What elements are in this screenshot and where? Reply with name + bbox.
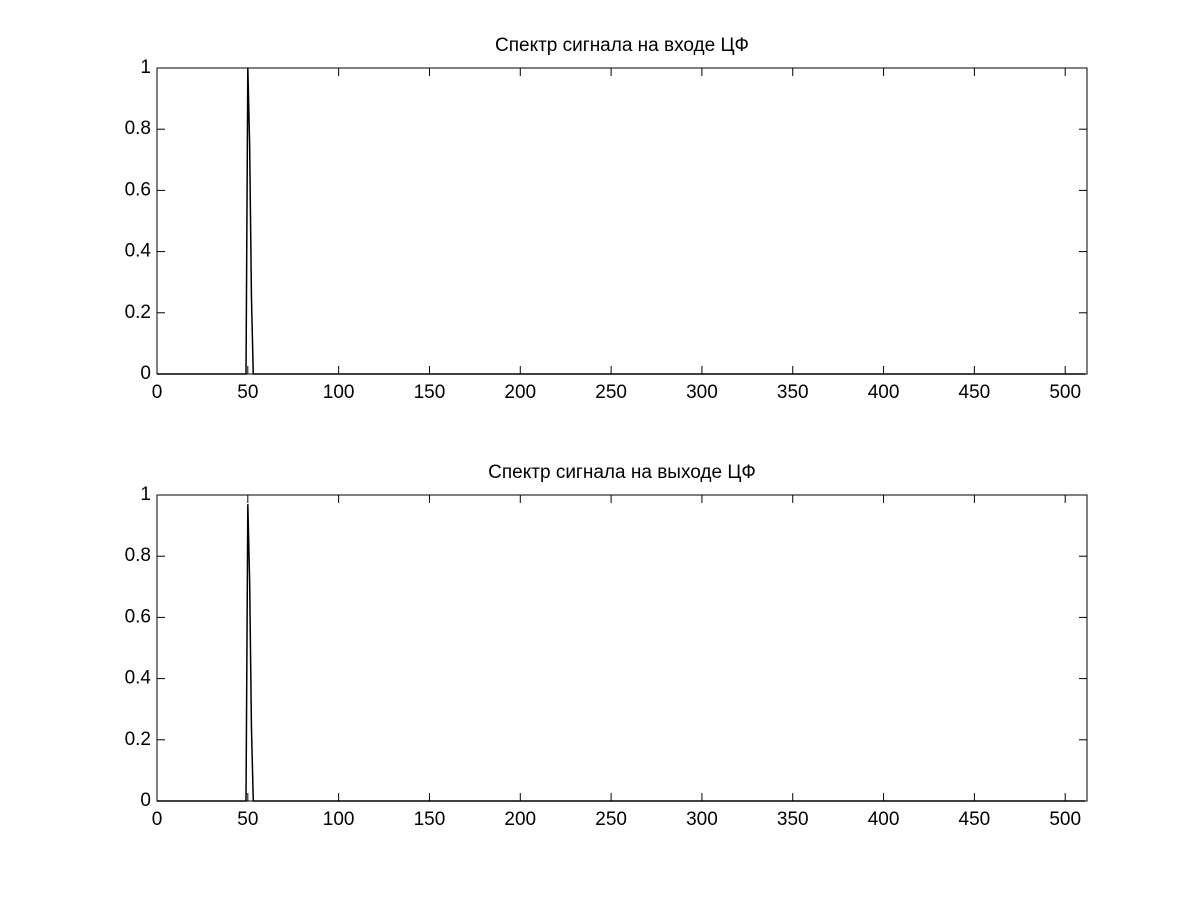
x-tick-label: 250: [595, 382, 627, 403]
x-tick-label: 400: [868, 809, 900, 830]
x-tick-label: 350: [777, 382, 809, 403]
spectrum-line: [157, 504, 1086, 802]
y-tick-label: 0.8: [125, 118, 151, 139]
plot-area: [156, 67, 1088, 375]
y-tick-label: 1: [140, 57, 151, 78]
y-tick-label: 1: [140, 484, 151, 505]
x-tick-label: 400: [868, 382, 900, 403]
plot-area: [156, 494, 1088, 802]
y-tick-label: 0.6: [125, 606, 151, 627]
x-tick-label: 100: [323, 382, 355, 403]
spectrum-line: [157, 67, 1086, 375]
y-tick-label: 0: [140, 790, 151, 811]
y-tick-label: 0.8: [125, 545, 151, 566]
y-tick-label: 0.2: [125, 302, 151, 323]
y-tick-label: 0.2: [125, 729, 151, 750]
x-tick-label: 0: [152, 382, 163, 403]
y-tick-label: 0.6: [125, 179, 151, 200]
chart-title: Спектр сигнала на входе ЦФ: [495, 35, 749, 56]
y-tick-label: 0: [140, 363, 151, 384]
x-tick-label: 450: [959, 809, 991, 830]
y-tick-label: 0.4: [125, 668, 152, 689]
x-tick-label: 300: [686, 382, 718, 403]
x-tick-label: 200: [504, 809, 536, 830]
x-tick-label: 500: [1049, 382, 1081, 403]
x-tick-label: 150: [414, 382, 446, 403]
x-tick-label: 50: [237, 809, 258, 830]
x-tick-label: 50: [237, 382, 258, 403]
x-tick-label: 350: [777, 809, 809, 830]
y-tick-label: 0.4: [125, 241, 152, 262]
x-tick-label: 450: [959, 382, 991, 403]
x-tick-label: 150: [414, 809, 446, 830]
x-tick-label: 0: [152, 809, 163, 830]
x-tick-label: 100: [323, 809, 355, 830]
x-tick-label: 250: [595, 809, 627, 830]
x-tick-label: 500: [1049, 809, 1081, 830]
x-tick-label: 200: [504, 382, 536, 403]
chart-title: Спектр сигнала на выходе ЦФ: [488, 462, 756, 483]
x-tick-label: 300: [686, 809, 718, 830]
